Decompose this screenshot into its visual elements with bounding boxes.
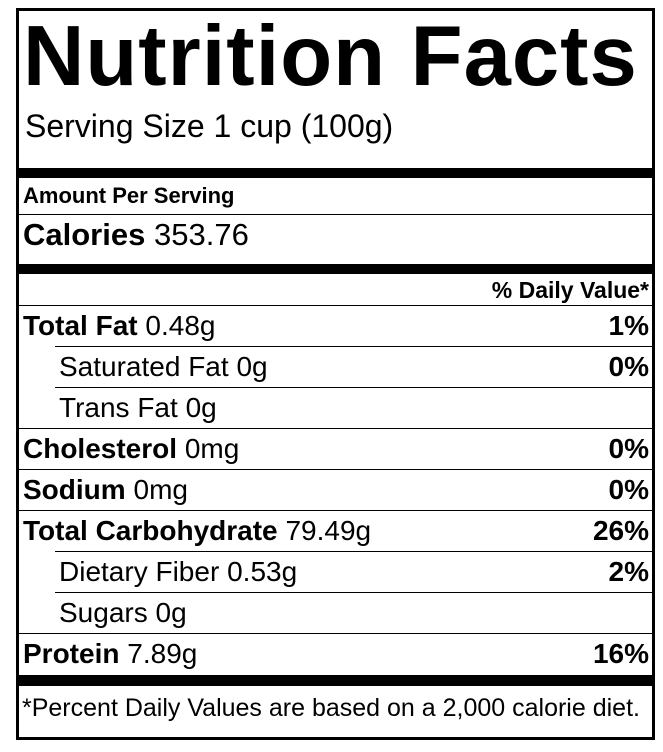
nutrient-row-dietary-fiber: Dietary Fiber 0.53g 2% <box>55 551 652 592</box>
nutrient-daily-value: 0% <box>608 351 649 382</box>
nutrient-daily-value: 16% <box>592 638 649 669</box>
daily-value-header: % Daily Value* <box>491 277 649 303</box>
nutrient-daily-value: 0% <box>608 433 649 464</box>
label-title: Nutrition Facts <box>23 9 638 104</box>
nutrient-name: Protein <box>23 638 120 669</box>
serving-size-text: Serving Size 1 cup (100g) <box>25 108 394 144</box>
nutrient-amount: 0mg <box>184 433 240 464</box>
nutrient-row-cholesterol: Cholesterol 0mg 0% <box>19 428 652 469</box>
nutrient-name: Total Fat <box>23 310 138 341</box>
nutrient-name: Trans Fat <box>59 392 178 423</box>
nutrient-name: Sodium <box>23 474 126 505</box>
nutrient-row-saturated-fat: Saturated Fat 0g 0% <box>55 346 652 387</box>
nutrient-name: Cholesterol <box>23 433 178 464</box>
nutrient-name-amount: Saturated Fat 0g <box>59 352 268 382</box>
nutrient-name-amount: Total Fat 0.48g <box>23 311 216 341</box>
nutrient-name: Total Carbohydrate <box>23 515 278 546</box>
nutrient-name-amount: Cholesterol 0mg <box>23 434 239 464</box>
nutrient-row-sugars: Sugars 0g <box>55 592 652 633</box>
amount-per-serving-heading: Amount Per Serving <box>19 184 652 215</box>
nutrient-name-amount: Sodium 0mg <box>23 475 188 505</box>
nutrient-daily-value: 0% <box>608 474 649 505</box>
nutrient-amount: 0g <box>155 597 187 628</box>
nutrient-row-total-carbohydrate: Total Carbohydrate 79.49g 26% <box>19 510 652 551</box>
thick-divider-middle <box>19 264 652 274</box>
calories-row: Calories 353.76 <box>19 219 652 251</box>
nutrient-name-amount: Protein 7.89g <box>23 639 197 669</box>
nutrient-amount: 0g <box>236 351 268 382</box>
nutrient-daily-value: 1% <box>608 310 649 341</box>
nutrient-amount: 0.53g <box>227 556 298 587</box>
nutrient-name-amount: Dietary Fiber 0.53g <box>59 557 297 587</box>
nutrient-name: Dietary Fiber <box>59 556 220 587</box>
daily-value-footnote: *Percent Daily Values are based on a 2,0… <box>22 694 640 722</box>
nutrient-row-trans-fat: Trans Fat 0g <box>55 387 652 428</box>
nutrient-name-amount: Sugars 0g <box>59 598 187 628</box>
calories-label: Calories <box>23 217 146 252</box>
nutrient-name: Sugars <box>59 597 148 628</box>
nutrition-facts-label: Nutrition Facts Serving Size 1 cup (100g… <box>16 8 655 740</box>
nutrient-amount: 0g <box>185 392 217 423</box>
nutrient-name-amount: Total Carbohydrate 79.49g <box>23 516 371 546</box>
nutrient-daily-value: 26% <box>592 515 649 546</box>
nutrient-row-sodium: Sodium 0mg 0% <box>19 469 652 510</box>
nutrient-daily-value: 2% <box>608 556 649 587</box>
thick-divider-top <box>19 168 652 178</box>
nutrient-name: Saturated Fat <box>59 351 229 382</box>
nutrient-amount: 7.89g <box>127 638 198 669</box>
nutrient-amount: 79.49g <box>285 515 372 546</box>
nutrient-row-total-fat: Total Fat 0.48g 1% <box>19 305 652 346</box>
nutrient-amount: 0.48g <box>145 310 216 341</box>
nutrient-rows: Total Fat 0.48g 1% Saturated Fat 0g 0% Trans F… <box>19 305 652 674</box>
calories-value: 353.76 <box>154 217 249 252</box>
nutrient-row-protein: Protein 7.89g 16% <box>19 633 652 674</box>
thick-divider-bottom <box>19 675 652 686</box>
nutrient-amount: 0mg <box>133 474 188 505</box>
nutrient-name-amount: Trans Fat 0g <box>59 393 217 423</box>
